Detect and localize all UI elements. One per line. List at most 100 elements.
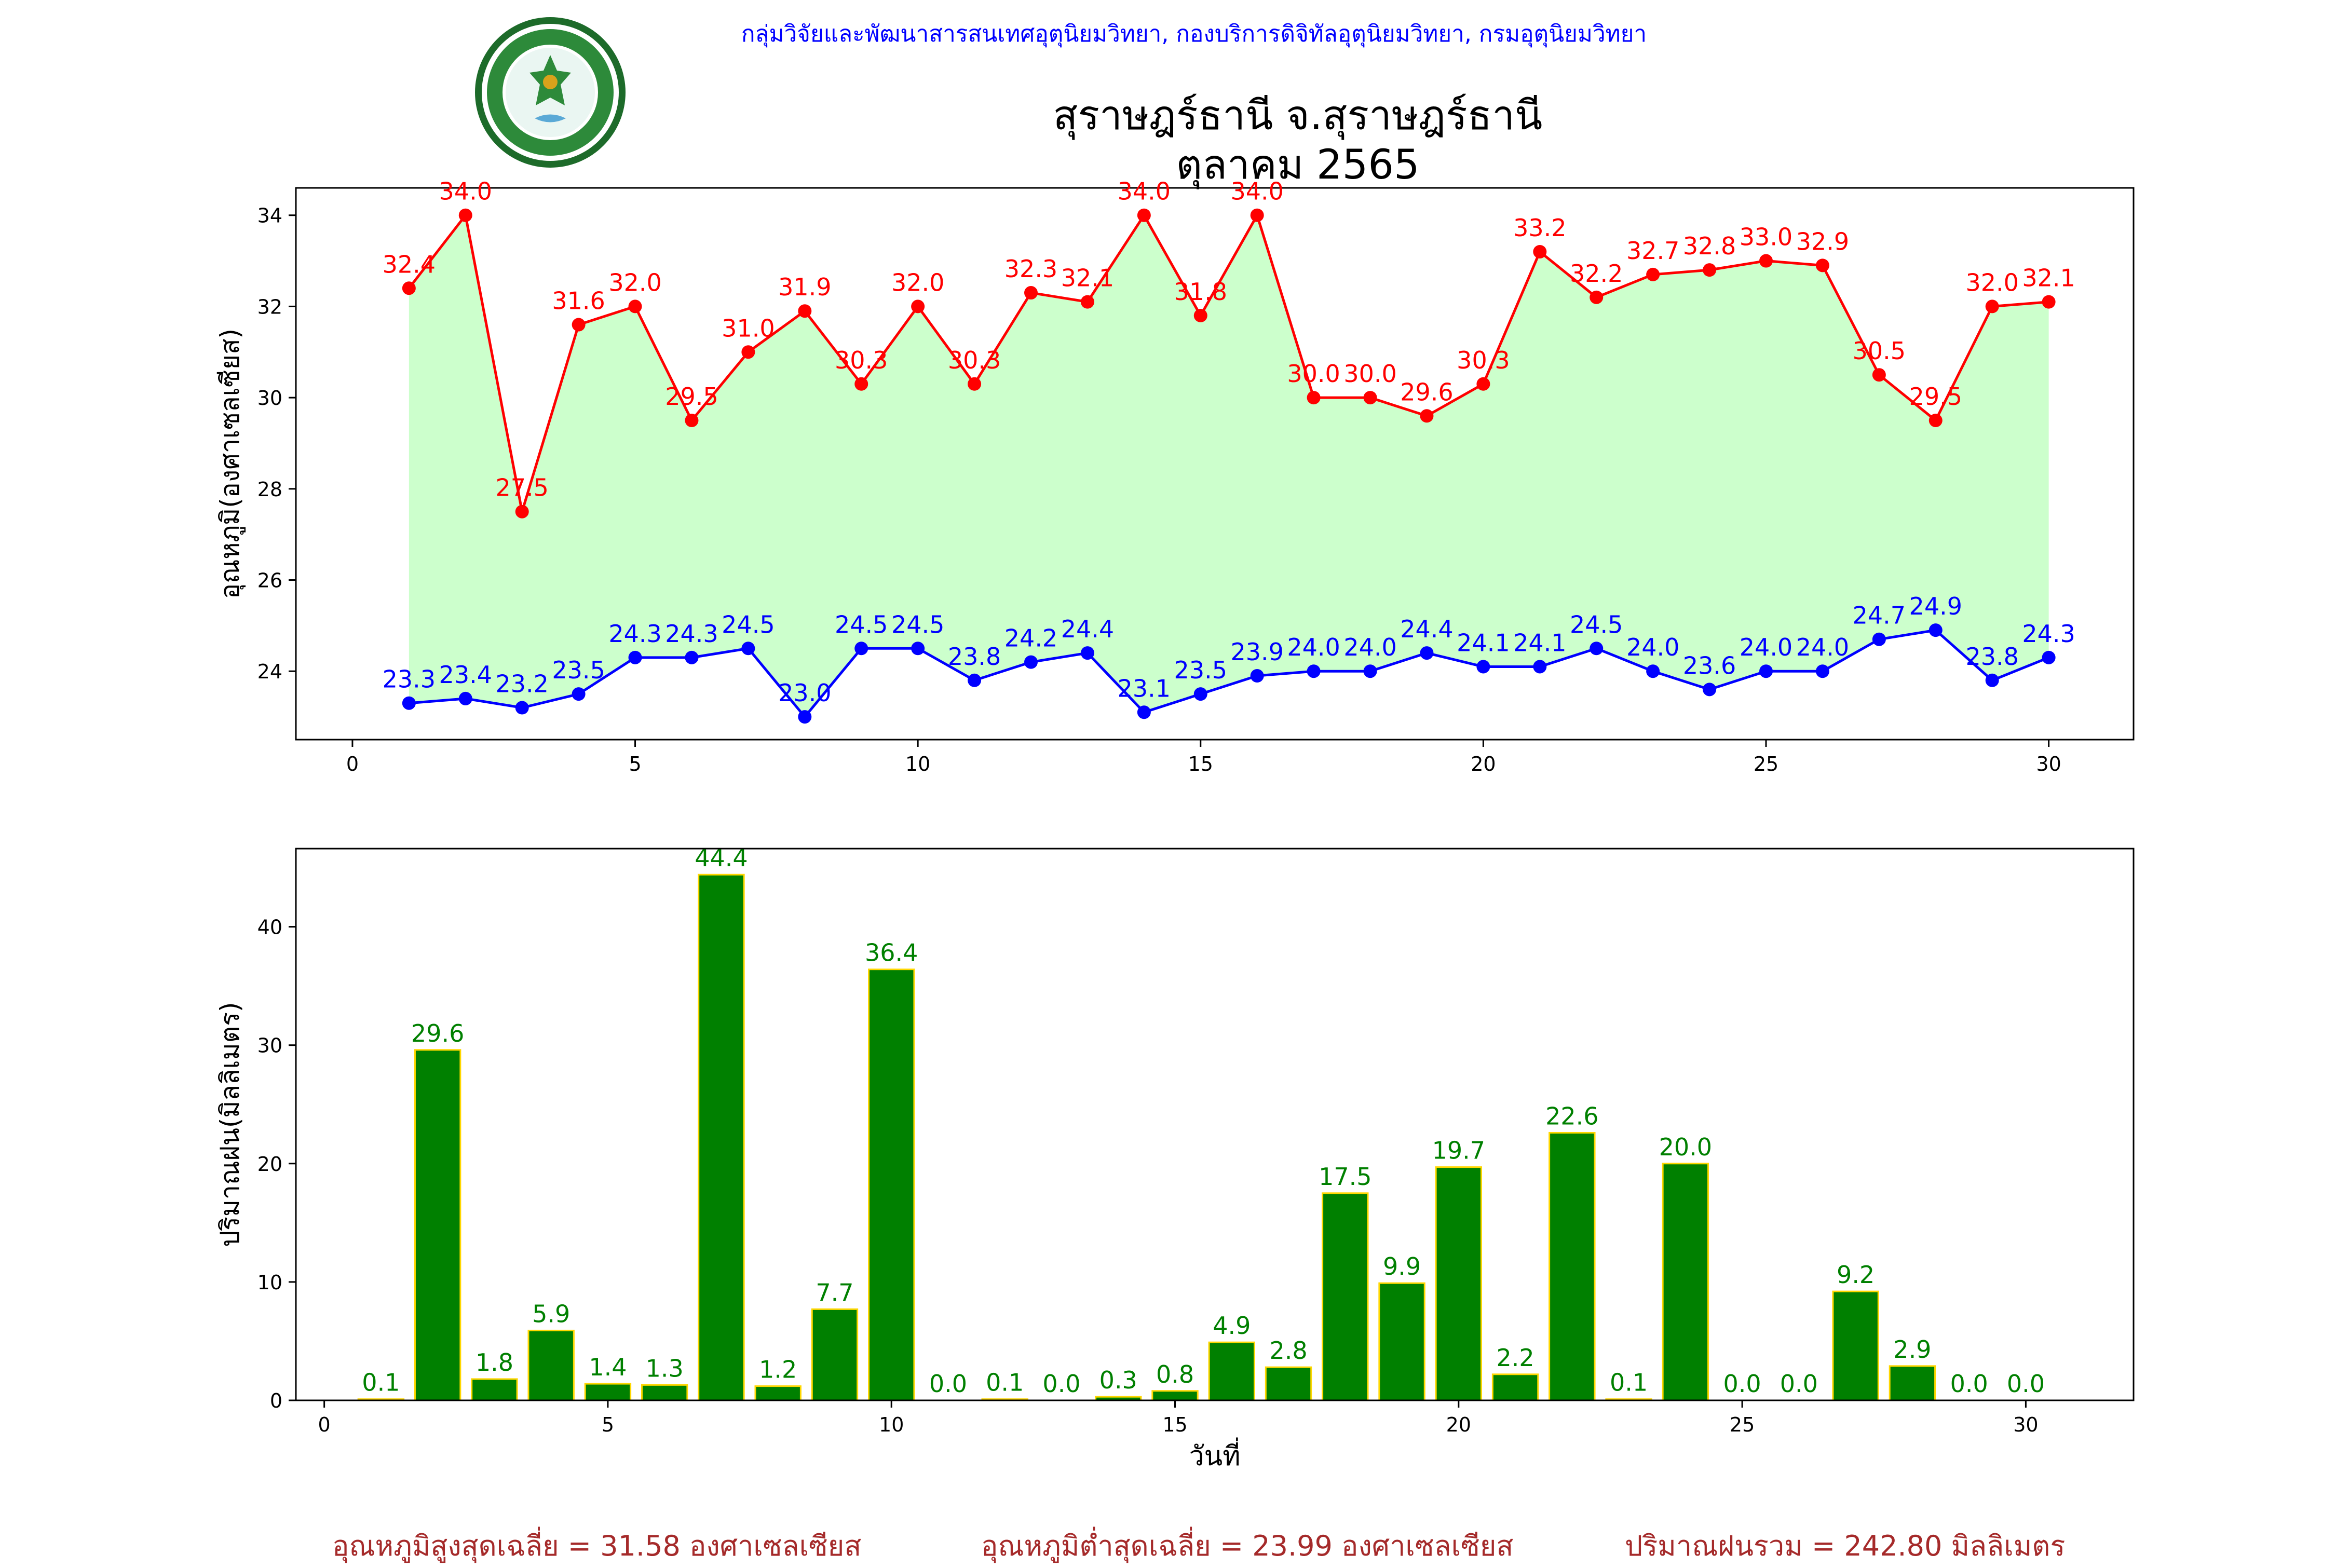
tmax-point <box>968 377 982 391</box>
tmin-point <box>1024 655 1038 669</box>
tmax-data-label: 31.6 <box>552 287 605 315</box>
rain-data-label: 4.9 <box>1213 1312 1251 1340</box>
tmax-point <box>458 208 472 222</box>
tmin-data-label: 24.2 <box>1004 624 1057 652</box>
rain-data-label: 0.8 <box>1156 1360 1194 1388</box>
tmin-data-label: 24.0 <box>1343 633 1396 661</box>
rain-x-tick-label: 0 <box>318 1413 331 1436</box>
tmax-point <box>628 299 642 313</box>
tmin-point <box>1985 673 1999 687</box>
tmin-data-label: 23.0 <box>778 679 831 707</box>
rain-data-label: 36.4 <box>865 939 918 967</box>
tmax-point <box>572 318 586 332</box>
temp-x-tick-label: 20 <box>1471 753 1496 775</box>
rain-bar <box>471 1378 518 1401</box>
tmax-data-label: 31.9 <box>778 273 831 301</box>
rain-data-label: 0.0 <box>1042 1370 1080 1398</box>
tmin-data-label: 24.7 <box>1853 602 1906 630</box>
tmax-data-label: 33.0 <box>1740 223 1792 251</box>
temp-y-tick-label: 26 <box>257 569 282 592</box>
temp-y-tick-label: 30 <box>257 387 282 410</box>
tmax-point <box>1250 208 1264 222</box>
rain-data-label: 22.6 <box>1545 1102 1598 1130</box>
tmax-point <box>798 304 812 318</box>
tmax-point <box>1985 299 1999 313</box>
rain-data-label: 0.1 <box>1610 1369 1648 1397</box>
tmax-data-label: 29.5 <box>1909 383 1962 411</box>
avg-min-temp: อุณหภูมิต่ำสุดเฉลี่ย = 23.99 องศาเซลเซีย… <box>981 1530 1514 1562</box>
rain-data-label: 9.2 <box>1837 1261 1875 1289</box>
tmin-point <box>685 650 699 664</box>
rain-data-label: 0.0 <box>1723 1370 1761 1398</box>
temp-plot-frame <box>295 187 2135 741</box>
tmin-point <box>458 691 472 705</box>
rain-bar <box>1662 1163 1709 1401</box>
rain-bar <box>868 969 915 1401</box>
tmax-data-label: 29.6 <box>1400 378 1453 406</box>
tmax-data-label: 30.0 <box>1343 360 1396 388</box>
tmin-data-label: 23.2 <box>495 670 548 698</box>
agency-name: กลุ่มวิจัยและพัฒนาสารสนเทศอุตุนิยมวิทยา,… <box>741 21 1647 47</box>
rain-bar <box>1151 1390 1199 1401</box>
tmax-data-label: 32.4 <box>383 250 436 278</box>
rain-data-label: 0.3 <box>1099 1366 1137 1394</box>
tmax-point <box>1420 409 1434 423</box>
tmax-data-label: 32.9 <box>1796 227 1849 255</box>
station-title: สุราษฎร์ธานี จ.สุราษฎร์ธานี <box>1053 92 1543 139</box>
tmin-point <box>1759 664 1773 678</box>
temp-x-tick-label: 0 <box>346 753 359 775</box>
tmax-point <box>1703 263 1717 277</box>
rain-data-label: 0.1 <box>362 1369 400 1397</box>
tmin-data-label: 24.1 <box>1513 629 1566 657</box>
avg-max-temp: อุณหภูมิสูงสุดเฉลี่ย = 31.58 องศาเซลเซีย… <box>332 1530 862 1562</box>
rain-data-label: 5.9 <box>532 1300 570 1328</box>
rain-bar <box>1832 1290 1879 1401</box>
temp-x-tick-label: 10 <box>905 753 930 775</box>
tmax-point <box>1307 391 1321 405</box>
tmax-point <box>402 281 416 295</box>
rain-data-label: 1.2 <box>759 1356 797 1384</box>
tmax-point <box>1363 391 1377 405</box>
tmax-point <box>1590 290 1604 304</box>
rain-plot-frame <box>295 848 2135 1401</box>
tmin-data-label: 23.4 <box>439 661 492 689</box>
tmin-point <box>798 710 812 724</box>
rain-bar <box>1378 1282 1425 1401</box>
rain-y-tick-label: 30 <box>257 1034 282 1057</box>
tmax-data-label: 31.0 <box>722 314 775 342</box>
tmin-point <box>741 642 755 656</box>
tmin-point <box>1137 705 1151 719</box>
tmin-point <box>628 650 642 664</box>
rain-bar <box>1265 1366 1312 1401</box>
tmin-data-label: 24.4 <box>1061 615 1114 643</box>
rain-data-label: 29.6 <box>411 1019 464 1047</box>
rain-bar <box>1322 1192 1369 1401</box>
tmin-point <box>1193 687 1207 701</box>
tmax-data-label: 29.5 <box>665 383 718 411</box>
rain-data-label: 2.8 <box>1269 1337 1307 1365</box>
tmax-point <box>1759 254 1773 268</box>
temp-x-tick-label: 15 <box>1188 753 1213 775</box>
rain-data-label: 1.3 <box>646 1354 684 1382</box>
tmin-data-label: 23.9 <box>1230 638 1283 666</box>
tmax-data-label: 34.0 <box>1118 178 1171 206</box>
temp-y-tick-label: 24 <box>257 660 282 683</box>
temp-x-tick-label: 5 <box>629 753 641 775</box>
rain-bar <box>414 1049 461 1401</box>
tmin-point <box>1703 683 1717 697</box>
temperature-range-fill <box>409 215 2049 717</box>
tmin-data-label: 24.0 <box>1740 633 1792 661</box>
tmin-data-label: 24.0 <box>1796 633 1849 661</box>
tmin-point <box>1307 664 1321 678</box>
tmin-data-label: 24.0 <box>1287 633 1340 661</box>
tmax-point <box>741 345 755 359</box>
tmin-data-label: 23.6 <box>1683 651 1736 679</box>
tmin-data-label: 24.0 <box>1626 633 1679 661</box>
tmax-data-label: 34.0 <box>439 178 492 206</box>
rain-x-tick-label: 20 <box>1446 1413 1471 1436</box>
rain-data-label: 19.7 <box>1432 1137 1485 1165</box>
tmax-point <box>911 299 925 313</box>
tmax-point <box>1928 414 1943 428</box>
tmax-point <box>1533 244 1547 258</box>
tmin-data-label: 23.1 <box>1118 674 1171 702</box>
